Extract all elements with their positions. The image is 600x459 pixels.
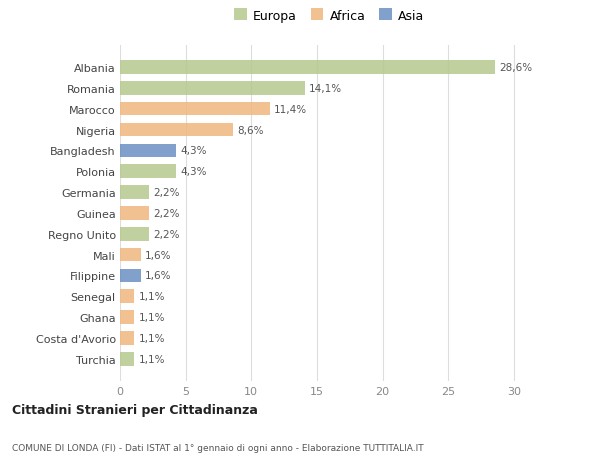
Text: 28,6%: 28,6% (499, 63, 532, 73)
Bar (120, 165, 176, 179)
Text: 4,3%: 4,3% (181, 146, 207, 156)
Bar (120, 311, 134, 324)
Bar (120, 186, 149, 199)
Text: 1,1%: 1,1% (139, 333, 165, 343)
Bar (120, 207, 149, 220)
Text: 2,2%: 2,2% (153, 229, 179, 239)
Legend: Europa, Africa, Asia: Europa, Africa, Asia (232, 6, 428, 27)
Bar (120, 248, 141, 262)
Bar (120, 123, 233, 137)
Bar (120, 352, 134, 366)
Bar (120, 61, 496, 75)
Bar (120, 103, 269, 116)
Text: COMUNE DI LONDA (FI) - Dati ISTAT al 1° gennaio di ogni anno - Elaborazione TUTT: COMUNE DI LONDA (FI) - Dati ISTAT al 1° … (12, 443, 424, 452)
Bar (120, 269, 141, 283)
Bar (120, 82, 305, 95)
Text: 11,4%: 11,4% (274, 105, 307, 114)
Text: 14,1%: 14,1% (309, 84, 342, 94)
Text: Cittadini Stranieri per Cittadinanza: Cittadini Stranieri per Cittadinanza (12, 403, 258, 416)
Text: 4,3%: 4,3% (181, 167, 207, 177)
Text: 1,1%: 1,1% (139, 313, 165, 322)
Text: 1,6%: 1,6% (145, 271, 172, 281)
Bar (120, 228, 149, 241)
Bar (120, 290, 134, 303)
Text: 1,6%: 1,6% (145, 250, 172, 260)
Bar (120, 331, 134, 345)
Text: 2,2%: 2,2% (153, 188, 179, 198)
Text: 8,6%: 8,6% (237, 125, 263, 135)
Text: 1,1%: 1,1% (139, 291, 165, 302)
Text: 1,1%: 1,1% (139, 354, 165, 364)
Text: 2,2%: 2,2% (153, 208, 179, 218)
Bar (120, 144, 176, 158)
